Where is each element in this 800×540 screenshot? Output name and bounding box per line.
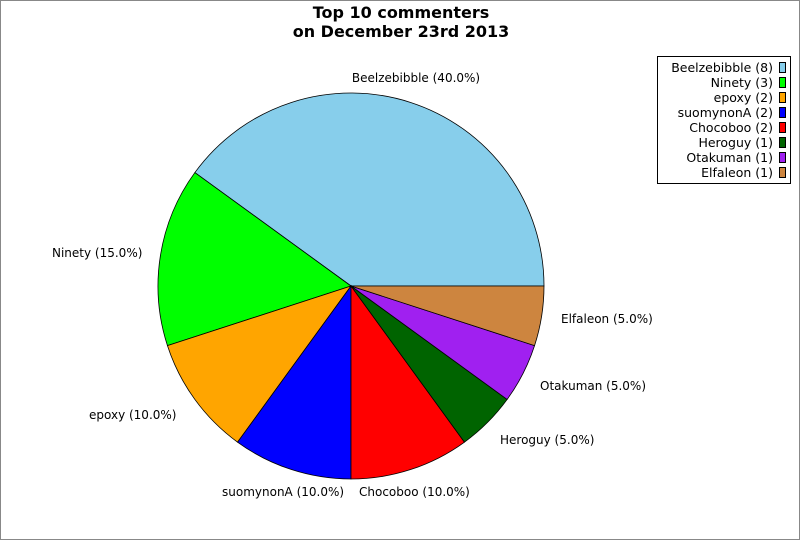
chart-title-line-2: on December 23rd 2013 xyxy=(292,22,510,41)
legend-label: Otakuman (1) xyxy=(686,150,773,165)
pie-labels: Beelzebibble (40.0%) Ninety (15.0%) epoxy … xyxy=(52,71,653,499)
pie-slice-chocoboo xyxy=(350,284,465,480)
legend-item-otakuman: Otakuman (1) xyxy=(658,150,790,165)
slice-label-beelzebibble: Beelzebibble (40.0%) xyxy=(352,71,480,85)
chart-title: Top 10 commenters on December 23rd 2013 xyxy=(1,3,799,41)
pie-slices xyxy=(157,92,545,480)
legend-label: Beelzebibble (8) xyxy=(671,60,773,75)
pie-slice-suomynona xyxy=(237,284,352,480)
legend-swatch xyxy=(779,137,786,148)
legend-swatch xyxy=(779,152,786,163)
legend-item-elfaleon: Elfaleon (1) xyxy=(658,165,790,180)
legend-swatch xyxy=(779,92,786,103)
legend-label: Elfaleon (1) xyxy=(701,165,773,180)
pie-slice-elfaleon xyxy=(350,285,545,347)
legend-swatch xyxy=(779,107,786,118)
legend-label: suomynonA (2) xyxy=(677,105,773,120)
pie-slice-ninety xyxy=(157,172,352,347)
legend-item-heroguy: Heroguy (1) xyxy=(658,135,790,150)
slice-label-otakuman: Otakuman (5.0%) xyxy=(540,379,646,393)
slice-label-epoxy: epoxy (10.0%) xyxy=(89,408,176,422)
legend-item-beelzebibble: Beelzebibble (8) xyxy=(658,60,790,75)
slice-label-chocoboo: Chocoboo (10.0%) xyxy=(359,485,470,499)
pie-slice-beelzebibble xyxy=(194,92,545,287)
legend-item-suomynona: suomynonA (2) xyxy=(658,105,790,120)
slice-label-ninety: Ninety (15.0%) xyxy=(52,246,142,260)
legend-label: Chocoboo (2) xyxy=(689,120,773,135)
slice-label-heroguy: Heroguy (5.0%) xyxy=(500,433,594,447)
legend: Beelzebibble (8) Ninety (3) epoxy (2) suomy… xyxy=(657,56,791,184)
pie-slice-epoxy xyxy=(166,285,353,443)
legend-swatch xyxy=(779,122,786,133)
legend-item-ninety: Ninety (3) xyxy=(658,75,790,90)
legend-swatch xyxy=(779,77,786,88)
chart-title-line-1: Top 10 commenters xyxy=(312,3,490,22)
slice-label-elfaleon: Elfaleon (5.0%) xyxy=(561,312,653,326)
slice-label-suomynona: suomynonA (10.0%) xyxy=(222,485,344,499)
legend-label: epoxy (2) xyxy=(713,90,773,105)
legend-label: Heroguy (1) xyxy=(698,135,773,150)
legend-swatch xyxy=(779,62,786,73)
legend-item-chocoboo: Chocoboo (2) xyxy=(658,120,790,135)
legend-label: Ninety (3) xyxy=(710,75,773,90)
legend-item-epoxy: epoxy (2) xyxy=(658,90,790,105)
legend-swatch xyxy=(779,167,786,178)
